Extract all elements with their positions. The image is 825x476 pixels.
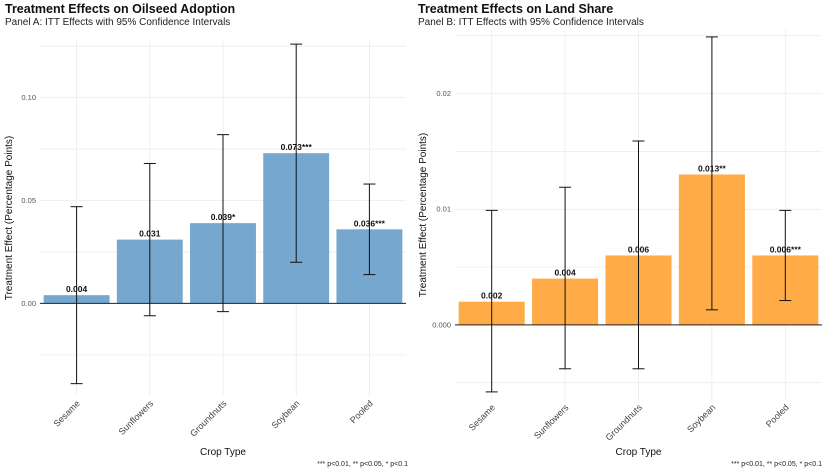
y-tick-label: 0.000 (432, 320, 451, 329)
chart-title: Treatment Effects on Land Share (418, 2, 613, 16)
data-label: 0.039* (211, 212, 236, 222)
significance-note: *** p<0.01, ** p<0.05, * p<0.1 (317, 461, 408, 468)
x-tick-label: Pooled (764, 402, 791, 429)
chart-title: Treatment Effects on Oilseed Adoption (5, 2, 235, 16)
x-tick-label: Groundnuts (188, 398, 229, 439)
x-tick-label: Sesame (52, 398, 82, 428)
chart-subtitle: Panel A: ITT Effects with 95% Confidence… (5, 17, 230, 28)
data-label: 0.004 (66, 284, 88, 294)
x-tick-label: Groundnuts (604, 402, 645, 443)
data-label: 0.073*** (281, 142, 313, 152)
x-tick-label: Sesame (467, 402, 497, 432)
x-axis-title: Crop Type (200, 447, 246, 458)
chart-subtitle: Panel B: ITT Effects with 95% Confidence… (418, 17, 644, 28)
data-label: 0.031 (139, 229, 161, 239)
data-label: 0.013** (698, 164, 727, 174)
x-tick-label: Soybean (685, 402, 717, 434)
x-tick-label: Sunflowers (532, 402, 571, 441)
data-label: 0.002 (481, 291, 503, 301)
data-label: 0.006 (628, 244, 650, 254)
y-axis-title: Treatment Effect (Percentage Points) (418, 133, 429, 298)
x-tick-label: Pooled (348, 398, 375, 425)
y-tick-label: 0.05 (21, 196, 36, 205)
panel-a: Treatment Effects on Oilseed AdoptionPan… (4, 2, 408, 468)
x-tick-label: Sunflowers (117, 398, 156, 437)
y-tick-label: 0.00 (21, 299, 36, 308)
x-axis-title: Crop Type (616, 447, 662, 458)
y-tick-label: 0.01 (436, 205, 451, 214)
data-label: 0.036*** (354, 218, 386, 228)
data-label: 0.006*** (770, 244, 802, 254)
y-axis-title: Treatment Effect (Percentage Points) (4, 136, 15, 301)
significance-note: *** p<0.01, ** p<0.05, * p<0.1 (731, 461, 822, 468)
y-tick-label: 0.02 (436, 89, 451, 98)
data-label: 0.004 (554, 268, 576, 278)
x-tick-label: Soybean (269, 398, 301, 430)
y-tick-label: 0.10 (21, 93, 36, 102)
